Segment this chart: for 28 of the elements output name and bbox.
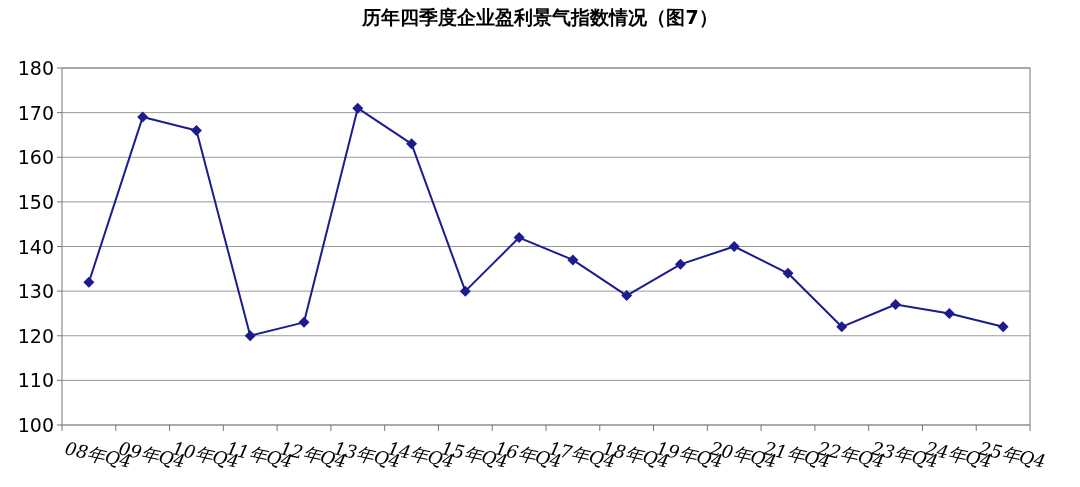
- point: [244, 330, 256, 342]
- point: [298, 316, 310, 328]
- point: [137, 111, 149, 123]
- point: [513, 232, 525, 244]
- point: [83, 276, 95, 288]
- point: [728, 241, 740, 252]
- y-tick-label: 150: [17, 190, 54, 213]
- point: [674, 258, 686, 270]
- y-tick-label: 130: [17, 280, 54, 303]
- point: [352, 102, 364, 114]
- y-tick-label: 160: [17, 146, 54, 169]
- chart-title: 历年四季度企业盈利景气指数情况（图7）: [361, 6, 718, 28]
- y-tick-label: 100: [17, 414, 54, 436]
- point: [836, 321, 848, 333]
- point: [406, 138, 418, 150]
- y-tick-label: 140: [17, 235, 54, 258]
- y-tick-label: 120: [17, 324, 54, 347]
- y-tick-label: 110: [17, 369, 54, 392]
- y-tick-label: 180: [17, 57, 54, 79]
- point: [782, 267, 794, 279]
- point: [621, 290, 633, 302]
- y-tick-label: 170: [17, 101, 54, 124]
- point: [190, 124, 202, 136]
- point: [943, 307, 955, 319]
- point: [459, 285, 471, 297]
- point: [567, 254, 579, 266]
- point: [890, 299, 902, 311]
- point: [997, 321, 1009, 333]
